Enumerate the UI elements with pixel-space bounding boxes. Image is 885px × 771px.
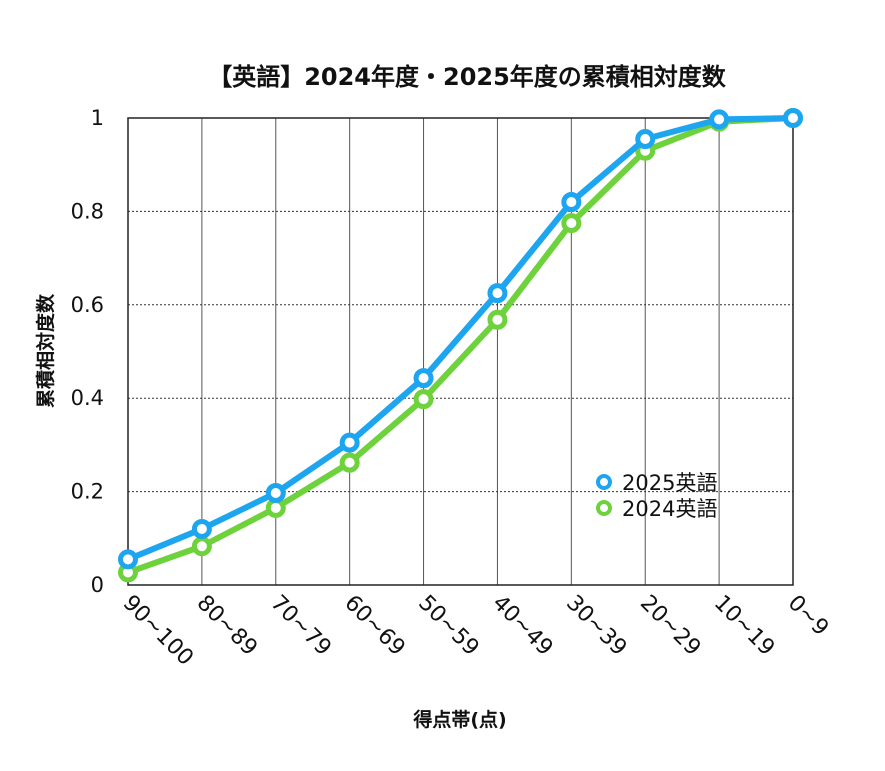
data-point (191, 536, 212, 557)
data-point (413, 389, 434, 410)
data-point (709, 109, 730, 130)
y-axis-label: 累積相対度数 (34, 293, 57, 408)
data-point (487, 283, 508, 304)
data-point (191, 518, 212, 539)
x-tick-label: 0~9 (783, 591, 834, 642)
x-tick-label: 40~49 (487, 591, 557, 661)
x-tick-label: 80~89 (192, 591, 262, 661)
data-point (783, 108, 803, 128)
y-axis-ticks: 0 0.2 0.4 0.6 0.8 1 (71, 106, 104, 597)
data-point (561, 213, 582, 234)
legend-marker (596, 474, 612, 490)
data-point (487, 309, 508, 330)
data-point (635, 129, 656, 150)
y-tick-label: 0.6 (71, 293, 104, 317)
data-point (339, 432, 360, 453)
y-tick-label: 0 (91, 573, 104, 597)
data-point (339, 452, 360, 473)
legend-label: 2025英語 (622, 471, 717, 495)
series-0 (118, 108, 803, 570)
data-point (561, 192, 582, 213)
series-layer (118, 108, 803, 583)
legend-label: 2024英語 (622, 497, 717, 521)
y-tick-label: 1 (91, 106, 104, 130)
x-tick-label: 20~29 (635, 591, 705, 661)
legend-marker (596, 500, 612, 516)
x-tick-label: 50~59 (413, 591, 483, 661)
data-point (413, 368, 434, 389)
x-axis-label: 得点帯(点) (412, 708, 506, 731)
series-line (125, 115, 796, 563)
chart-title: 【英語】2024年度・2025年度の累積相対度数 (208, 63, 727, 91)
data-point (265, 483, 286, 504)
x-tick-label: 70~79 (266, 591, 336, 661)
y-tick-label: 0.2 (71, 480, 104, 504)
series-line (125, 115, 796, 576)
x-tick-label: 10~19 (709, 591, 779, 661)
plot-frame (127, 117, 794, 586)
x-tick-label: 30~39 (561, 591, 631, 661)
data-point (118, 549, 138, 570)
y-tick-label: 0.4 (71, 386, 104, 410)
x-tick-label: 90~100 (118, 591, 198, 671)
x-tick-label: 60~69 (339, 591, 409, 661)
y-tick-label: 0.8 (71, 199, 104, 223)
